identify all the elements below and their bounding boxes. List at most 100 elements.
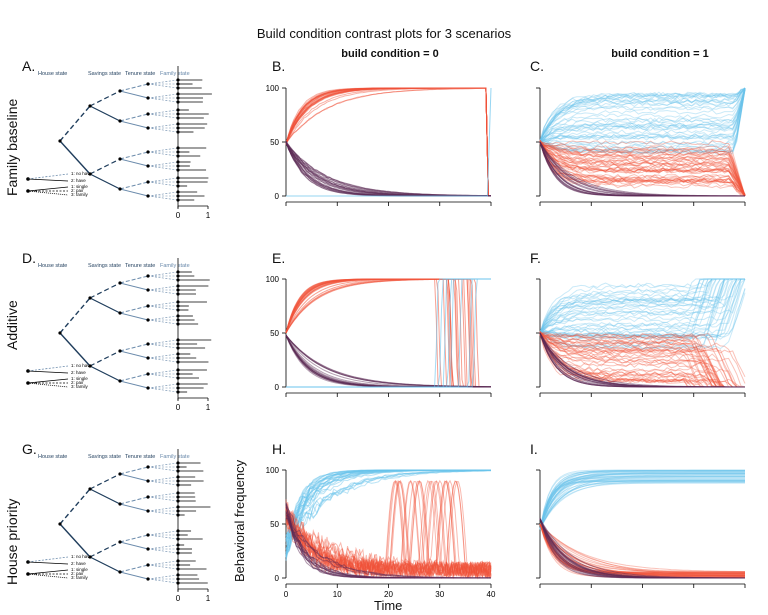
y-tick-label: 0 [275,383,280,392]
series-line [539,475,745,530]
panel-letter-c: C. [530,58,544,74]
series-line [539,473,745,530]
series-line [539,141,746,197]
series-line [539,278,745,335]
series-line [539,470,745,530]
series-line [539,475,745,530]
tree-x-tick-label: 0 [176,211,181,220]
series-line [539,143,746,197]
series-line [539,470,745,530]
series-line [539,480,745,530]
x-tick-label: 20 [384,590,393,599]
series-line [539,87,746,143]
series-line [285,140,491,197]
tree-node [88,487,92,491]
series-line [539,479,745,530]
series-line [285,469,491,561]
series-line [539,278,745,334]
series-line [285,469,491,553]
series-line [539,331,745,388]
tree-branch [119,83,149,92]
series-line [539,471,745,530]
series-line [285,469,491,540]
series-line [539,142,746,196]
series-line [539,278,745,333]
series-line [285,140,492,197]
series-line [539,479,745,530]
tree-node [118,89,122,93]
series-line [539,278,745,333]
series-line [539,88,746,143]
series-line [285,480,492,579]
tree-branch [119,571,149,580]
tree-branch [147,574,179,580]
series-line [539,332,745,388]
series-line [539,142,746,197]
tree-branch [119,90,149,99]
series-line [539,278,745,339]
line-plot-b: 0 50 100 [266,84,492,206]
series-line [285,87,491,197]
series-line [539,480,745,530]
series-line [539,141,746,196]
tree-branch [119,350,149,359]
series-line [285,479,492,579]
tree-branch [119,503,149,512]
series-line [539,89,746,150]
series-line [285,141,491,197]
tree-branch [89,473,121,490]
series-line [285,480,492,579]
column-header-build-1: build condition = 1 [611,48,709,60]
series-line [539,469,745,530]
tree-legend-label-3: 2: pair [71,571,84,576]
tree-branch [147,353,179,359]
tree-node [118,311,122,315]
series-line [539,332,745,388]
tree-node [88,555,92,559]
tree-node [146,180,150,184]
series-line [539,140,746,197]
tree-branch [147,510,179,516]
series-line [539,88,746,144]
series-line [285,479,492,579]
series-line [539,472,745,530]
series-line [539,523,745,577]
series-line [285,87,491,197]
series-line [285,87,491,197]
series-line [539,474,745,530]
series-line [539,471,745,530]
tree-branch [147,165,179,171]
series-line [285,469,491,550]
series-line [539,87,746,146]
tree-branch [89,282,121,299]
series-line [539,470,745,530]
series-line [539,472,745,530]
series-line [539,87,746,142]
tree-branch [59,332,91,367]
series-line [539,477,745,530]
series-line [539,278,746,334]
series-line [539,89,746,142]
tree-node [88,104,92,108]
series-line [285,480,492,580]
row-label-additive: Additive [4,300,20,350]
series-line [539,288,746,338]
series-line [285,141,491,197]
tree-branch [147,151,179,157]
series-line [539,333,745,388]
tree-header-1: Savings state [88,263,121,269]
tree-branch [119,113,149,122]
tree-branch [147,79,179,85]
series-line [539,332,745,388]
panel-letter-b: B. [272,58,286,74]
column-header-build-0: build condition = 0 [341,48,439,60]
tree-branch [59,297,91,334]
series-line [285,469,491,542]
series-line [539,139,746,197]
series-line [285,142,491,197]
series-line [539,89,746,141]
x-tick-label: 40 [487,590,496,599]
series-line [285,469,491,557]
series-line [539,331,745,388]
series-line [285,515,491,579]
